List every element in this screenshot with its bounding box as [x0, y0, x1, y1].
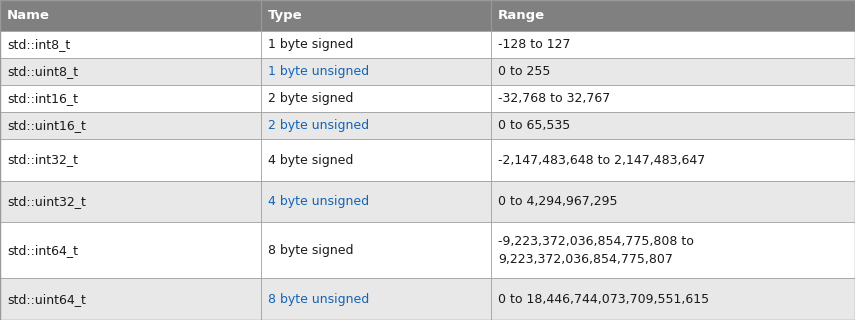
Bar: [491, 85, 855, 112]
Text: -2,147,483,648 to 2,147,483,647: -2,147,483,648 to 2,147,483,647: [498, 154, 705, 166]
Bar: [491, 58, 855, 85]
Text: 0 to 65,535: 0 to 65,535: [498, 119, 570, 132]
Text: -32,768 to 32,767: -32,768 to 32,767: [498, 92, 610, 105]
Text: std::uint64_t: std::uint64_t: [7, 293, 86, 306]
Text: Type: Type: [268, 9, 303, 22]
Bar: [491, 139, 855, 181]
Text: -128 to 127: -128 to 127: [498, 38, 570, 51]
Bar: [261, 139, 491, 181]
Text: std::uint16_t: std::uint16_t: [7, 119, 86, 132]
Text: 0 to 18,446,744,073,709,551,615: 0 to 18,446,744,073,709,551,615: [498, 293, 709, 306]
Bar: [0, 31, 261, 58]
Bar: [0, 139, 261, 181]
Text: std::int16_t: std::int16_t: [7, 92, 78, 105]
Bar: [0, 58, 261, 85]
Bar: [491, 278, 855, 320]
Text: 0 to 4,294,967,295: 0 to 4,294,967,295: [498, 195, 617, 208]
Text: std::uint8_t: std::uint8_t: [7, 65, 78, 78]
Bar: [491, 222, 855, 278]
Bar: [261, 278, 491, 320]
Bar: [261, 58, 491, 85]
Text: 0 to 255: 0 to 255: [498, 65, 551, 78]
Bar: [0, 181, 261, 222]
Text: 2 byte signed: 2 byte signed: [268, 92, 353, 105]
Text: 8 byte unsigned: 8 byte unsigned: [268, 293, 369, 306]
Text: 2 byte unsigned: 2 byte unsigned: [268, 119, 369, 132]
Bar: [261, 31, 491, 58]
Text: Name: Name: [7, 9, 50, 22]
Bar: [261, 112, 491, 139]
Bar: [491, 112, 855, 139]
Text: 4 byte signed: 4 byte signed: [268, 154, 353, 166]
Bar: [0, 278, 261, 320]
Bar: [491, 0, 855, 31]
Bar: [261, 222, 491, 278]
Text: std::int8_t: std::int8_t: [7, 38, 70, 51]
Text: std::uint32_t: std::uint32_t: [7, 195, 86, 208]
Bar: [261, 0, 491, 31]
Text: 8 byte signed: 8 byte signed: [268, 244, 353, 257]
Bar: [491, 31, 855, 58]
Text: std::int32_t: std::int32_t: [7, 154, 78, 166]
Bar: [0, 0, 261, 31]
Bar: [491, 181, 855, 222]
Text: 1 byte signed: 1 byte signed: [268, 38, 353, 51]
Text: 4 byte unsigned: 4 byte unsigned: [268, 195, 369, 208]
Bar: [261, 181, 491, 222]
Text: Range: Range: [498, 9, 545, 22]
Text: -9,223,372,036,854,775,808 to
9,223,372,036,854,775,807: -9,223,372,036,854,775,808 to 9,223,372,…: [498, 235, 694, 266]
Text: 1 byte unsigned: 1 byte unsigned: [268, 65, 369, 78]
Bar: [0, 222, 261, 278]
Text: std::int64_t: std::int64_t: [7, 244, 78, 257]
Bar: [0, 85, 261, 112]
Bar: [0, 112, 261, 139]
Bar: [261, 85, 491, 112]
